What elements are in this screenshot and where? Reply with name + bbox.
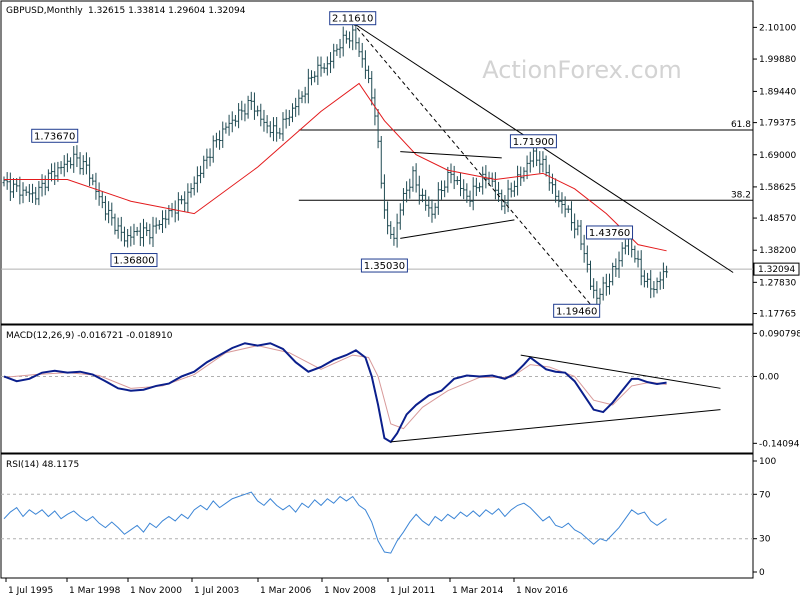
price-y-tick-label: 2.10100 [759,23,796,33]
price-y-tick-label: 1.99880 [759,55,796,65]
macd-layer [1,342,753,444]
x-tick-label: 1 Mar 1998 [69,586,121,596]
price-label-box [509,134,557,149]
rsi-panel-frame [0,453,754,579]
x-tick-label: 1 Jul 2011 [390,586,435,596]
price-trendline-3 [400,219,515,239]
current-price-tag [753,262,800,276]
rsi-y-tick-label: 100 [759,457,776,467]
price-y-tick-label: 1.27830 [759,278,796,288]
macd-panel-frame [0,324,754,454]
price-label-text: 1.43760 [589,228,630,239]
fib-label-38-2: 38.2 [731,190,751,200]
price-y-tick-label: 1.79375 [759,119,796,129]
price-panel-frame [0,0,754,325]
price-label-box [360,258,408,273]
price-header-ohlc: 1.32615 1.33814 1.29604 1.32094 [88,6,246,16]
fib-label-61-8: 61.8 [731,120,751,130]
price-label-box [31,128,79,143]
x-tick-label: 1 Nov 2016 [516,586,568,596]
price-label-box [110,253,158,268]
price-trendline-1 [352,22,595,309]
price-label-text: 1.35030 [364,261,405,272]
price-y-tick-label: 1.38200 [759,246,796,256]
price-layer: 61.8 38.2 2.11610 1.73670 1.36800 1.35030 1.71… [1,11,753,318]
x-tick-label: 1 Nov 2008 [324,586,376,596]
macd-line [3,342,667,444]
macd-trendline-1 [390,409,721,443]
price-trendline-2 [400,151,502,159]
macd-header: MACD(12,26,9) -0.016721 -0.018910 [6,331,173,341]
price-label-text: 1.73670 [34,131,75,142]
axis-layer: 2.10100 1.99880 1.89440 1.79375 1.69000 1.586… [5,23,800,596]
price-label-box [586,225,634,240]
macd-y-tick-label: 0.00 [759,372,779,382]
x-tick-label: 1 Mar 2006 [260,586,312,596]
price-y-tick-label: 1.17765 [759,310,796,320]
macd-y-tick-label: 0.090798 [759,329,800,339]
price-y-tick-label: 1.48570 [759,214,796,224]
price-header-symbol: GBPUSD,Monthly [6,6,83,16]
price-label-text: 1.36800 [113,256,154,267]
price-label-text: 1.71900 [513,137,554,148]
price-label-box [329,11,377,26]
price-label-box [553,303,601,318]
rsi-y-tick-label: 30 [759,535,771,545]
price-y-tick-label: 1.89440 [759,87,796,97]
macd-y-tick-label: -0.14094 [759,439,800,449]
x-tick-label: 1 Jul 1995 [8,586,53,596]
rsi-header: RSI(14) 48.1175 [6,460,79,470]
watermark: ActionForex.com [482,56,682,84]
rsi-y-tick-label: 70 [759,490,771,500]
macd-trendline-0 [520,354,721,389]
current-price-tag-text: 1.32094 [758,265,795,275]
x-tick-label: 1 Jul 2003 [194,586,239,596]
rsi-layer [1,491,753,554]
x-tick-label: 1 Mar 2014 [452,586,504,596]
price-label-text: 2.11610 [332,14,373,25]
rsi-y-tick-label: 0 [759,568,765,578]
rsi-line [3,491,667,554]
macd-signal-line [3,345,667,430]
price-y-tick-label: 1.69000 [759,151,796,161]
price-y-tick-label: 1.58625 [759,183,796,193]
price-label-text: 1.19460 [556,306,597,317]
x-tick-label: 1 Nov 2000 [130,586,182,596]
moving-average-line [4,82,667,252]
